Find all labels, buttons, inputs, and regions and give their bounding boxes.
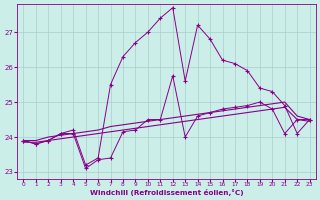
X-axis label: Windchill (Refroidissement éolien,°C): Windchill (Refroidissement éolien,°C): [90, 189, 243, 196]
